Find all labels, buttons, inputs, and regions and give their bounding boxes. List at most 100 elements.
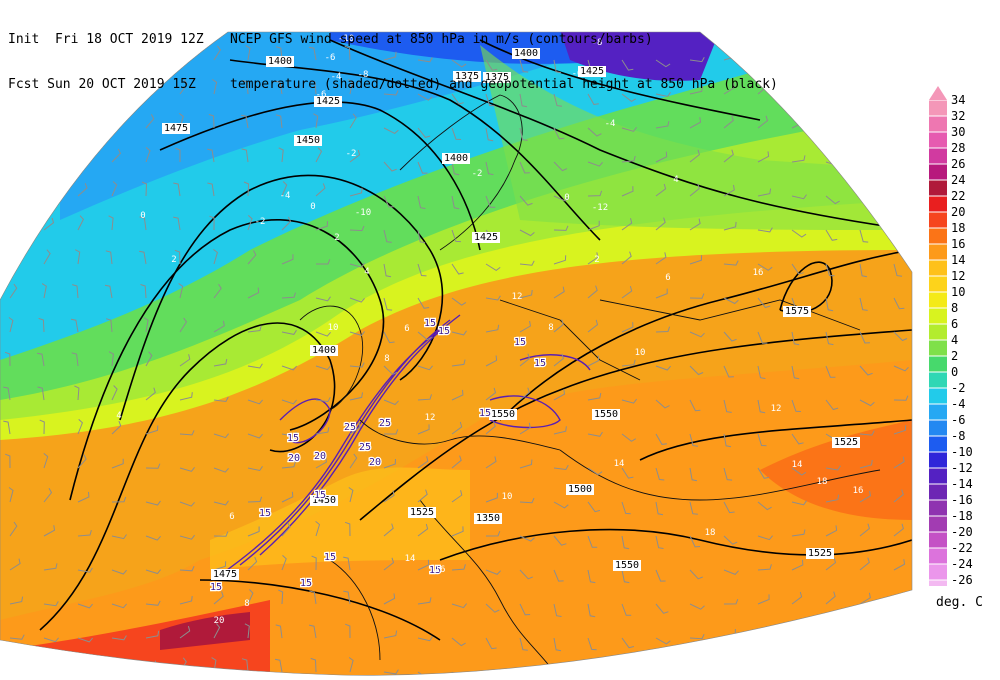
wind-barb — [791, 263, 804, 275]
wind-barb — [311, 555, 317, 571]
wind-barb — [77, 419, 83, 435]
wind-barb — [553, 603, 562, 617]
wind-barb — [108, 351, 114, 367]
wind-barb — [859, 592, 871, 605]
wind-barb — [655, 467, 665, 481]
wind-barb — [825, 365, 836, 378]
height-contour-label: 1400 — [312, 345, 336, 356]
wind-barb — [213, 623, 221, 639]
colorbar-swatch — [929, 228, 947, 244]
wind-barb — [77, 530, 92, 537]
wind-barb — [383, 557, 395, 571]
temperature-label: 0 — [310, 202, 315, 212]
wind-barb — [111, 665, 126, 673]
wind-barb — [723, 660, 735, 673]
wind-barb — [417, 489, 428, 503]
wind-barb — [553, 535, 567, 546]
wind-barb — [111, 603, 127, 609]
wind-barb — [553, 426, 567, 435]
wind-barb — [213, 396, 229, 403]
wind-barb — [179, 79, 188, 95]
wind-barb — [281, 522, 291, 537]
wind-barb — [621, 501, 631, 515]
wind-barb — [723, 365, 734, 378]
wind-barb — [104, 284, 113, 299]
height-contour-label: 1375 — [485, 72, 509, 83]
wind-barb — [655, 217, 666, 231]
wind-barb — [757, 331, 768, 344]
wind-barb — [451, 389, 464, 401]
wind-barb — [859, 297, 868, 311]
wind-barb — [417, 127, 431, 138]
wind-barb — [689, 365, 704, 376]
wind-barb — [723, 569, 739, 575]
wind-barb — [71, 352, 79, 367]
temperature-label: 10 — [328, 323, 339, 333]
wind-barb — [9, 161, 25, 166]
wind-barb — [859, 263, 868, 278]
colorbar-label: 34 — [951, 93, 966, 107]
height-label-bg — [806, 548, 834, 559]
wind-barb — [485, 93, 495, 107]
wind-barb — [9, 596, 24, 605]
wind-barb — [893, 55, 909, 62]
wind-barb — [621, 359, 636, 367]
wind-barb — [791, 591, 803, 605]
wind-barb — [275, 114, 283, 129]
colorbar-label: 16 — [951, 237, 966, 251]
wind-barb — [859, 229, 869, 243]
wind-barb — [72, 284, 79, 299]
wind-barb — [723, 331, 737, 342]
wind-barb — [553, 286, 565, 299]
wind-barb — [43, 488, 53, 503]
wind-barb — [383, 161, 397, 172]
wind-barb — [308, 46, 317, 61]
wind-barb — [8, 317, 14, 333]
wind-barb — [621, 569, 630, 584]
wind-barb — [417, 365, 433, 371]
wind-barb — [179, 466, 195, 472]
wind-barb — [41, 283, 47, 299]
wind-barb — [825, 297, 834, 312]
wind-barb — [859, 365, 873, 376]
height-label-bg — [162, 123, 190, 134]
wind-barb — [621, 671, 637, 676]
wind-barb — [179, 501, 195, 507]
wind-barb — [519, 497, 535, 504]
height-contour-label: 1550 — [491, 409, 515, 420]
wind-barb — [9, 127, 25, 133]
wind-barb — [859, 459, 873, 469]
colorbar-swatch — [929, 388, 947, 404]
wind-barb — [417, 424, 430, 435]
wind-barb — [723, 535, 738, 545]
wind-barb — [315, 331, 331, 337]
wind-barb — [757, 151, 770, 163]
colorbar-label: 0 — [951, 365, 959, 379]
wind-barb — [451, 526, 464, 537]
wind-barb — [243, 181, 250, 197]
temperature-label: 0 — [564, 193, 569, 203]
wind-barb — [451, 127, 462, 140]
wind-barb — [893, 671, 909, 676]
wind-barb — [893, 425, 907, 435]
wind-barb — [349, 187, 363, 197]
wind-barb — [587, 355, 600, 367]
wind-barb — [39, 419, 45, 435]
wind-barb — [485, 195, 496, 208]
wind-barb — [621, 637, 635, 649]
colorbar-swatch — [929, 308, 947, 324]
wind-barb — [723, 149, 734, 163]
wind-barb — [553, 93, 562, 107]
wind-contour-label: 15 — [300, 578, 312, 589]
temperature-label: 6 — [404, 324, 409, 334]
wind-barb — [621, 155, 636, 163]
wind-barb — [519, 93, 528, 108]
wind-barb — [553, 161, 568, 172]
wind-barb — [281, 181, 288, 197]
wind-barb — [383, 229, 392, 243]
wind-barb — [348, 487, 354, 503]
wind-barb — [143, 317, 149, 333]
wind-barb — [275, 624, 283, 639]
wind-barb — [207, 182, 215, 197]
wind-barb — [587, 569, 596, 584]
